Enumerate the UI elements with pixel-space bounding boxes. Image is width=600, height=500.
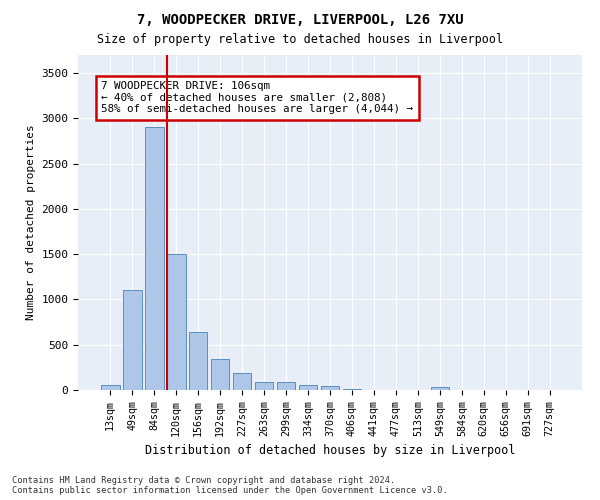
Bar — [101, 386, 119, 390]
Text: Size of property relative to detached houses in Liverpool: Size of property relative to detached ho… — [97, 32, 503, 46]
Bar — [431, 388, 449, 390]
Bar — [189, 332, 208, 390]
Y-axis label: Number of detached properties: Number of detached properties — [26, 124, 36, 320]
Text: 7, WOODPECKER DRIVE, LIVERPOOL, L26 7XU: 7, WOODPECKER DRIVE, LIVERPOOL, L26 7XU — [137, 12, 463, 26]
Bar — [255, 382, 274, 390]
Text: 7 WOODPECKER DRIVE: 106sqm
← 40% of detached houses are smaller (2,808)
58% of s: 7 WOODPECKER DRIVE: 106sqm ← 40% of deta… — [101, 81, 413, 114]
Text: Contains HM Land Registry data © Crown copyright and database right 2024.
Contai: Contains HM Land Registry data © Crown c… — [12, 476, 448, 495]
Bar — [320, 386, 340, 390]
Bar — [167, 254, 185, 390]
Bar — [123, 290, 142, 390]
Bar — [145, 128, 164, 390]
X-axis label: Distribution of detached houses by size in Liverpool: Distribution of detached houses by size … — [145, 444, 515, 457]
Bar — [343, 388, 361, 390]
Bar — [277, 382, 295, 390]
Bar — [299, 384, 317, 390]
Bar — [233, 373, 251, 390]
Bar — [211, 359, 229, 390]
